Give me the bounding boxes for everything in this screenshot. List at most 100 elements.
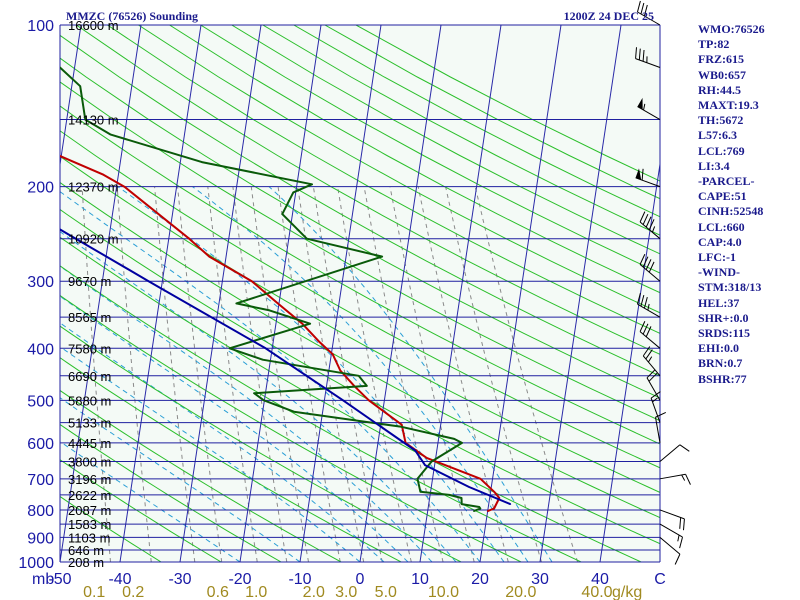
mixing-ratio-label: 0.1 (83, 584, 105, 600)
mixing-ratio-label: 40.0 (581, 584, 612, 600)
sounding-time: 1200Z 24 DEC 25 (564, 9, 654, 23)
dewpoint-point (473, 510, 475, 512)
mixing-ratio-label: 20.0 (505, 584, 536, 600)
wind-barb-flag (638, 48, 641, 61)
temperature-point (493, 507, 495, 510)
wind-barb-flag (640, 2, 645, 15)
stats-panel: WMO:76526 TP:82 FRZ:615 WB0:657 RH:44.5 MAXT:… (698, 22, 765, 387)
wind-barb-flag (655, 411, 667, 418)
wind-barb-staff (639, 331, 661, 349)
wind-barb-staff (659, 473, 686, 480)
wind-barb-staff (639, 221, 661, 240)
stat-line: BSHR:77 (698, 371, 747, 386)
stat-line: SHR+:0.0 (698, 310, 749, 325)
isotherm-line (539, 25, 622, 562)
dewpoint-point (261, 358, 264, 361)
temperature-point (301, 322, 304, 325)
temperature-point (58, 155, 60, 157)
wind-barb-pennant (637, 97, 643, 110)
dewpoint-point (268, 309, 271, 312)
wind-barb-staff (659, 523, 683, 538)
temperature-tick-label: 20 (471, 571, 489, 588)
pressure-tick-label: 400 (27, 341, 54, 358)
wind-barb-flag (679, 536, 684, 549)
dewpoint-point (478, 506, 481, 508)
temperature-point (39, 134, 41, 136)
isotherm-line (299, 25, 382, 562)
wind-barb-staff (650, 397, 661, 423)
height-label: 9670 m (68, 274, 111, 289)
dewpoint-point (309, 322, 311, 325)
dewpoint-point (366, 385, 368, 387)
wind-barb-staff (639, 264, 661, 282)
temperature-point (188, 237, 190, 240)
wind-barb-flag (640, 295, 645, 307)
mixing-ratio-label: 10.0 (428, 584, 459, 600)
dewpoint-point (201, 161, 203, 163)
mixing-ratio-label: 3.0 (335, 584, 357, 600)
stat-line: EHI:0.0 (698, 341, 740, 356)
stat-line: -PARCEL- (698, 174, 755, 189)
pressure-tick-label: 200 (27, 180, 54, 197)
height-label: 8565 m (68, 310, 111, 325)
wind-barb-staff (646, 377, 661, 401)
dewpoint-point (306, 237, 308, 240)
dewpoint-point (253, 392, 255, 395)
height-label: 646 m (68, 543, 104, 558)
wind-barb-flag (642, 346, 651, 357)
mixing-ratio-line (116, 186, 152, 562)
temperature-point (20, 85, 22, 87)
temperature-tick-label: 0 (356, 571, 365, 588)
parcel-point (509, 503, 512, 505)
isotherm-line (479, 25, 562, 562)
pressure-tick-label: 600 (27, 436, 54, 453)
parcel-point (414, 449, 417, 452)
dewpoint-point (84, 118, 87, 121)
mixing-ratio-label: 2.0 (303, 584, 325, 600)
dewpoint-point (430, 460, 433, 463)
isotherm-line (60, 25, 142, 562)
isotherm-line (239, 25, 322, 562)
wind-barb-flag (642, 256, 649, 268)
stat-line: STM:318/13 (698, 280, 762, 295)
wind-barb-flag (636, 0, 641, 13)
wind-barb-flag (639, 253, 646, 265)
temperature-tick-label: 30 (531, 571, 549, 588)
height-label: 5880 m (68, 393, 111, 408)
height-label: 4445 m (68, 436, 111, 451)
wind-barb-pennant (635, 168, 642, 180)
dewpoint-point (479, 507, 482, 510)
isotherm-line (359, 25, 442, 562)
wind-barb-flag (645, 349, 653, 360)
temperature-point (319, 341, 321, 344)
isotherm-line (119, 25, 202, 562)
dewpoint-point (281, 213, 284, 215)
moist-adiabat (268, 186, 553, 562)
wind-barb-staff (659, 509, 685, 520)
height-label: 5133 m (68, 416, 111, 431)
wind-barb-flag (650, 391, 661, 399)
temperature-point (368, 399, 370, 402)
dewpoint-point (461, 442, 463, 444)
wind-barb-half-flag (681, 474, 686, 481)
temperature-point (339, 369, 342, 372)
temperature-tick-label: 10 (411, 571, 429, 588)
temperature-point (400, 423, 403, 426)
stat-line: LFC:-1 (698, 250, 736, 265)
wind-barb-flag (645, 259, 652, 270)
temperature-point (251, 280, 253, 283)
temperature-tick-label: C (654, 571, 666, 588)
dewpoint-point (79, 85, 81, 87)
mixing-ratio-line (474, 186, 579, 562)
mixing-ratio-label: 0.2 (122, 584, 144, 600)
wind-barb-flag (648, 372, 658, 382)
height-label: 2622 m (68, 488, 111, 503)
wind-barb-half-flag (643, 103, 646, 111)
temperature-tick-label: -50 (48, 571, 71, 588)
isotherm-line (179, 25, 262, 562)
stat-line: TH:5672 (698, 113, 744, 128)
temperature-point (102, 173, 105, 176)
stat-line: WB0:657 (698, 67, 746, 82)
height-label: 208 m (68, 555, 104, 570)
